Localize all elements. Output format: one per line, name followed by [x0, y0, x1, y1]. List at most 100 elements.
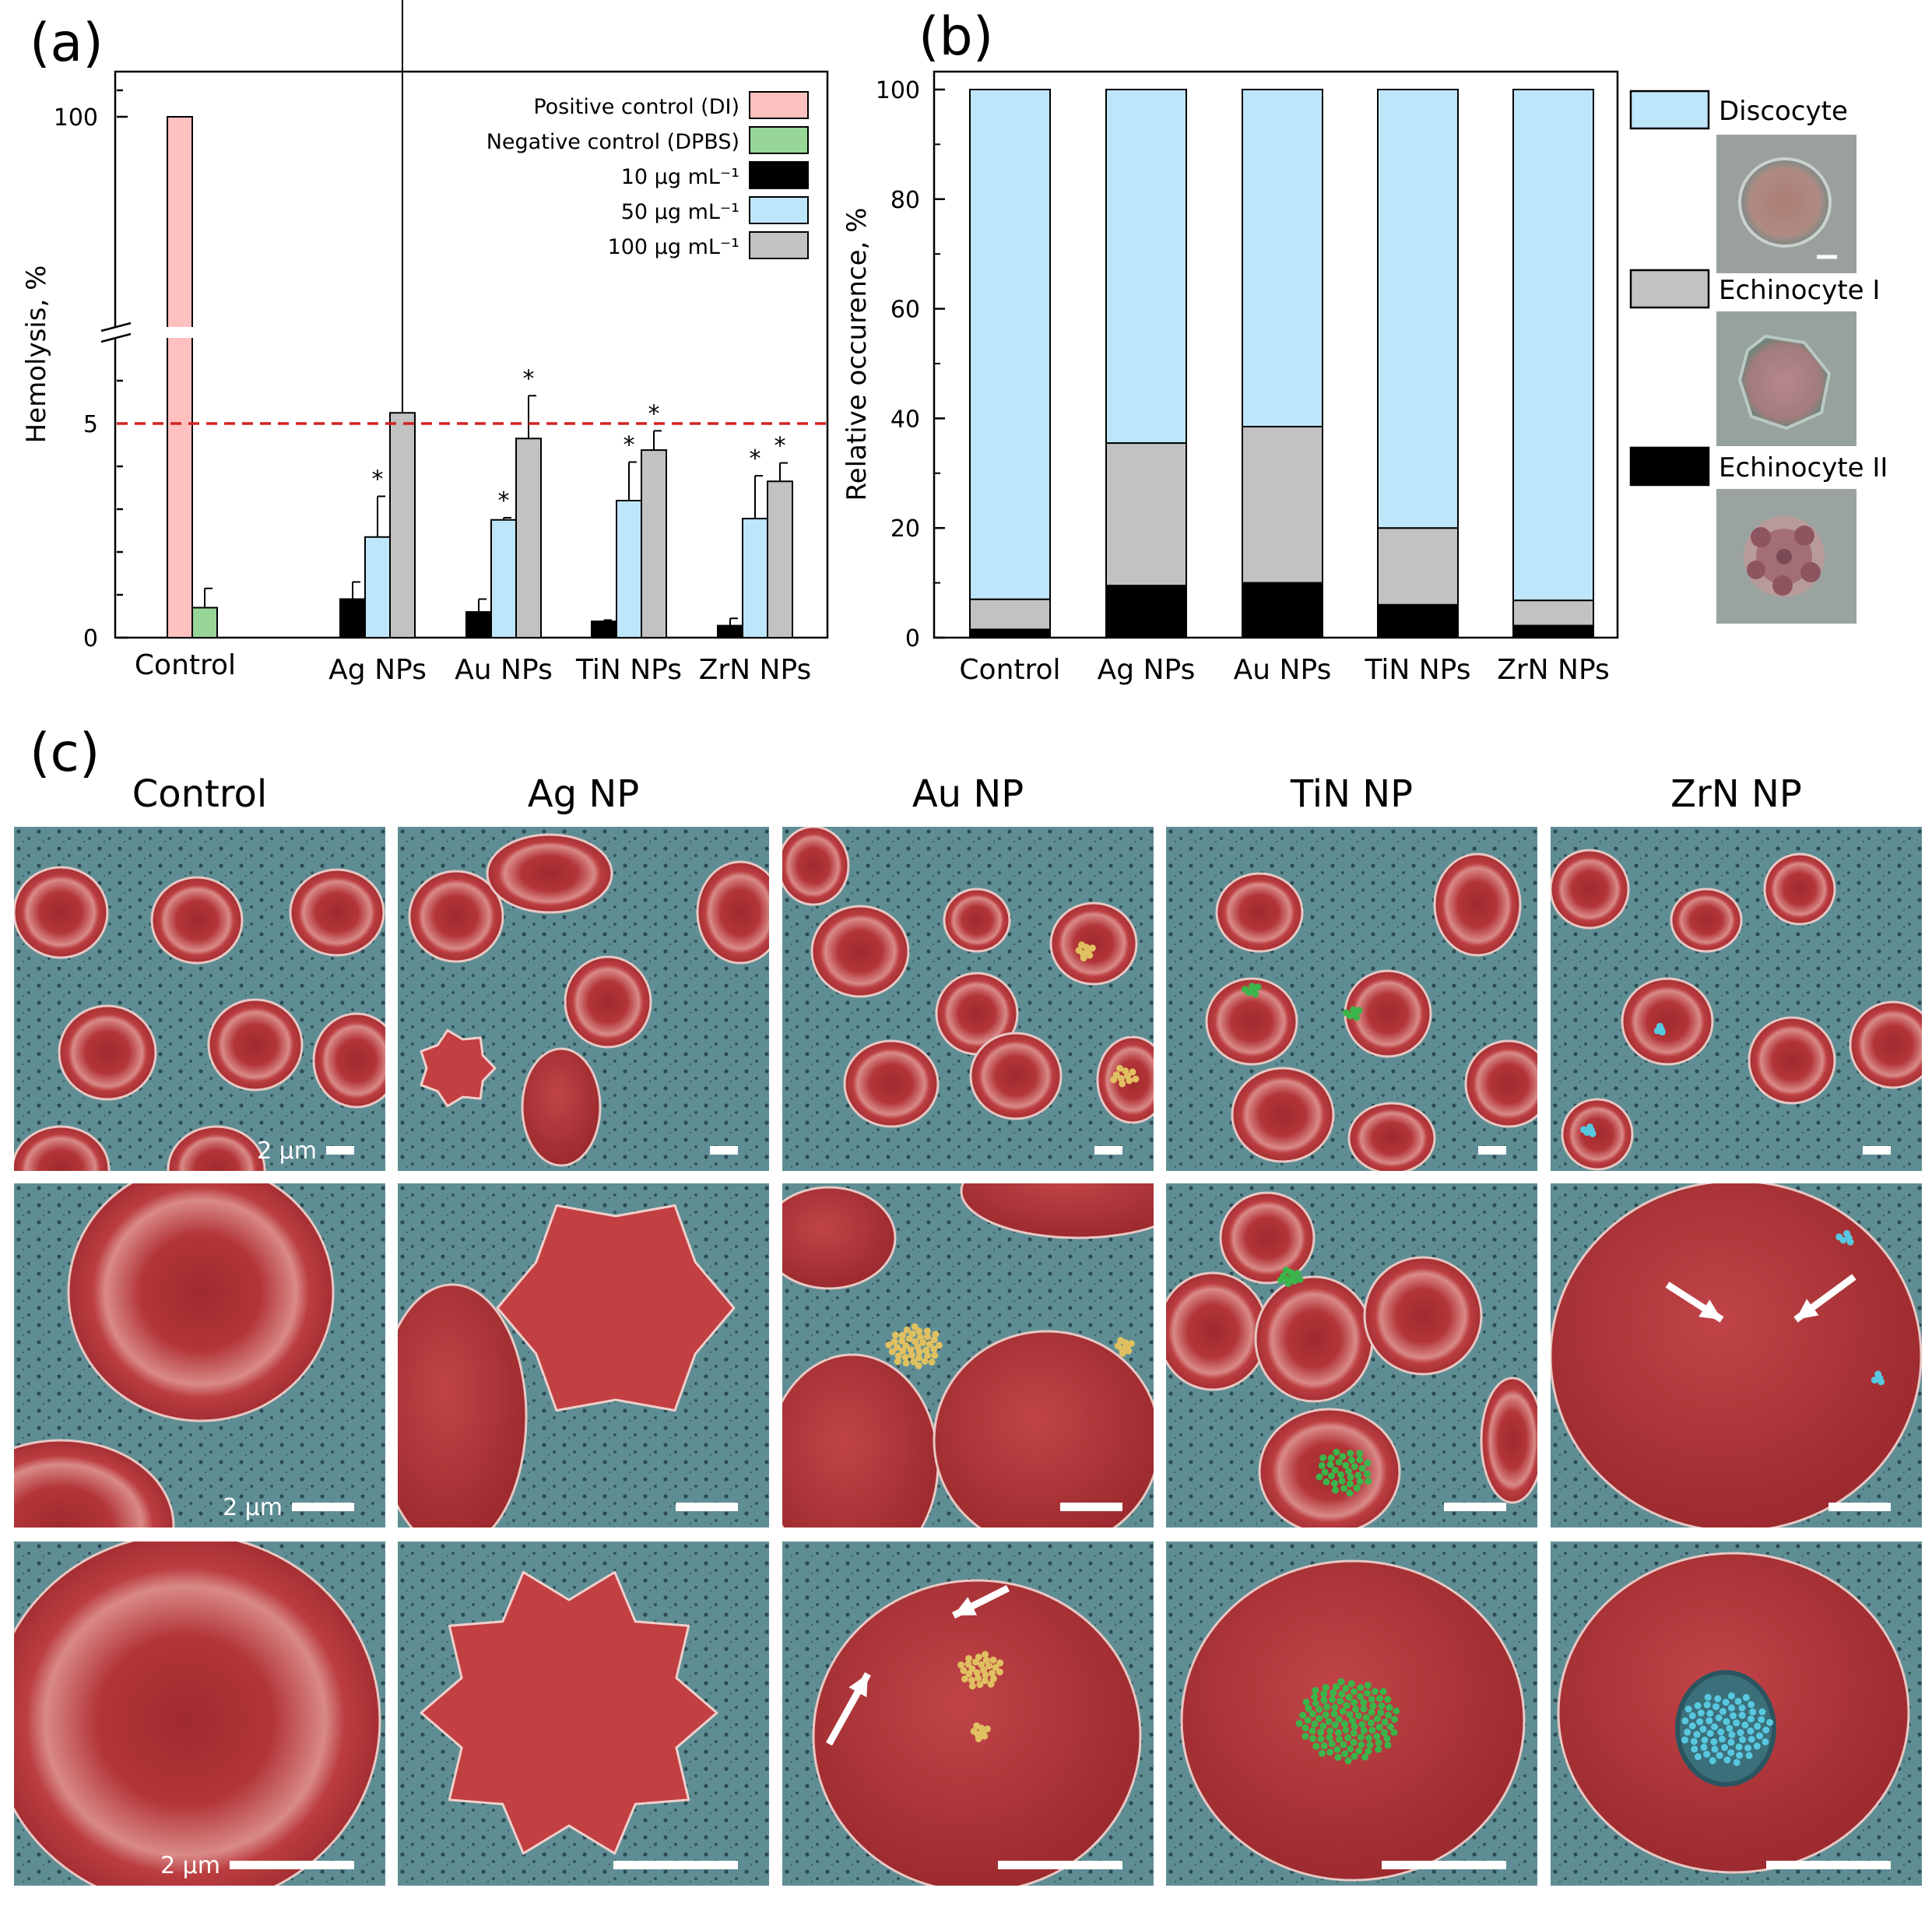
legend-swatch [749, 126, 809, 154]
nanoparticle-cluster [1125, 1347, 1133, 1355]
red-blood-cell [14, 1542, 381, 1886]
bar-au-nps-echinocyte-ii [1242, 582, 1323, 638]
nanoparticle-cluster [1346, 1480, 1354, 1488]
bar-au-nps-100-g-ml [515, 438, 542, 638]
nanoparticle-cluster [1355, 1007, 1363, 1014]
scale-label: 2 μm [160, 1852, 220, 1879]
nanoparticle-cluster [1301, 1724, 1309, 1731]
nanoparticle-cluster [915, 1362, 922, 1369]
nanoparticle-cluster [1331, 1721, 1339, 1729]
micrograph-content: 2 μm [14, 1183, 385, 1528]
nanoparticle-cluster [1377, 1709, 1385, 1717]
nanoparticle-cluster [1754, 1722, 1762, 1730]
nanoparticle-cluster [902, 1341, 910, 1349]
nanoparticle-cluster [1309, 1735, 1317, 1742]
micrograph-tile [1166, 1542, 1537, 1886]
nanoparticle-cluster [1747, 1727, 1755, 1735]
nanoparticle-cluster [1747, 1715, 1755, 1723]
nanoparticle-cluster [1733, 1719, 1741, 1727]
nanoparticle-cluster [1383, 1735, 1391, 1742]
scale-bar [1766, 1861, 1891, 1869]
nanoparticle-cluster [1075, 947, 1083, 954]
nanoparticle-cluster [968, 1665, 976, 1672]
scale-bar [292, 1503, 354, 1511]
nanoparticle-cluster [1709, 1756, 1716, 1764]
red-blood-cell [782, 1186, 897, 1290]
nanoparticle-cluster [915, 1348, 923, 1355]
nanoparticle-cluster [1762, 1726, 1770, 1734]
nanoparticle-cluster [1368, 1696, 1375, 1703]
bar-au-nps-discocyte [1242, 89, 1323, 427]
nanoparticle-cluster [1355, 1747, 1363, 1755]
echinocyte-i-thumbnail [1716, 311, 1856, 446]
nanoparticle-cluster [1369, 1702, 1377, 1710]
nanoparticle-cluster [894, 1344, 901, 1352]
nanoparticle-cluster [1331, 1479, 1338, 1487]
nanoparticle-cluster [1312, 1686, 1319, 1694]
chart-a-y-ticks: 0 5 100 [54, 89, 128, 652]
nanoparticle-cluster [1337, 1471, 1344, 1478]
bar-zrn-nps-10-g-ml [717, 624, 743, 638]
nanoparticle-cluster [970, 1728, 978, 1735]
nanoparticle-cluster [1332, 1486, 1339, 1494]
nanoparticle-cluster [898, 1337, 906, 1345]
nanoparticle-cluster [899, 1347, 907, 1355]
nanoparticle-cluster [1277, 1276, 1284, 1284]
nanoparticle-cluster [1319, 1722, 1327, 1730]
nanoparticle-cluster [1580, 1126, 1587, 1134]
nanoparticle-cluster [1681, 1736, 1688, 1744]
category-label: Ag NPs [1098, 654, 1196, 686]
nanoparticle-cluster [982, 1657, 990, 1665]
nanoparticle-cluster [1712, 1703, 1719, 1710]
nanoparticle-cluster [1385, 1711, 1393, 1719]
red-blood-cell [1215, 872, 1304, 953]
nanoparticle-cluster [1357, 1733, 1365, 1741]
nanoparticle-cluster [1339, 1707, 1347, 1715]
red-blood-cell [150, 876, 244, 965]
chart-b-y-ticks: 0 20 40 60 80 100 [876, 77, 945, 652]
nanoparticle-cluster [1736, 1752, 1744, 1760]
nanoparticle-cluster [987, 1680, 995, 1688]
nanoparticle-cluster [1706, 1710, 1714, 1717]
column-title: Au NP [912, 772, 1024, 816]
nanoparticle-cluster [1328, 1740, 1336, 1748]
red-blood-cell [1231, 1067, 1335, 1163]
nanoparticle-cluster [1356, 1693, 1364, 1700]
red-blood-cell [696, 860, 769, 965]
red-blood-cell [167, 1125, 266, 1171]
nanoparticle-cluster [1684, 1705, 1692, 1713]
nanoparticle-cluster [1368, 1727, 1376, 1734]
nanoparticle-cluster [1354, 1712, 1362, 1720]
micrograph-content [1166, 1542, 1537, 1886]
nanoparticle-cluster [932, 1331, 940, 1338]
red-blood-cell [14, 1439, 175, 1528]
nanoparticle-cluster [1316, 1473, 1323, 1481]
nanoparticle-cluster [1334, 1728, 1342, 1736]
nanoparticle-cluster [1326, 1734, 1333, 1742]
micrograph-content [1551, 1542, 1922, 1886]
nanoparticle-cluster [1354, 1471, 1362, 1479]
nanoparticle-cluster [1119, 1080, 1126, 1088]
nanoparticle-cluster [1365, 1747, 1372, 1755]
nanoparticle-cluster [1372, 1688, 1379, 1695]
nanoparticle-cluster [1358, 1464, 1366, 1472]
red-blood-cell [1347, 1102, 1436, 1171]
nanoparticle-cluster [1714, 1695, 1722, 1703]
legend-label: 50 μg mL⁻¹ [621, 200, 739, 224]
nanoparticle-cluster [911, 1323, 919, 1331]
nanoparticle-cluster [1346, 1489, 1354, 1497]
nanoparticle-cluster [922, 1346, 930, 1354]
chart-b-bars [969, 89, 1594, 639]
nanoparticle-cluster [1295, 1720, 1303, 1728]
nanoparticle-cluster [1308, 1727, 1316, 1735]
nanoparticle-cluster [1339, 1453, 1347, 1461]
nanoparticle-cluster [1296, 1276, 1304, 1283]
nanoparticle-cluster [1086, 951, 1094, 959]
nanoparticle-cluster [1846, 1238, 1854, 1246]
significance-marker: * [750, 445, 761, 473]
nanoparticle-cluster [1351, 1699, 1358, 1707]
nanoparticle-cluster [1116, 1064, 1124, 1072]
arrow-head [848, 1674, 868, 1697]
nanoparticle-cluster [1721, 1744, 1729, 1751]
